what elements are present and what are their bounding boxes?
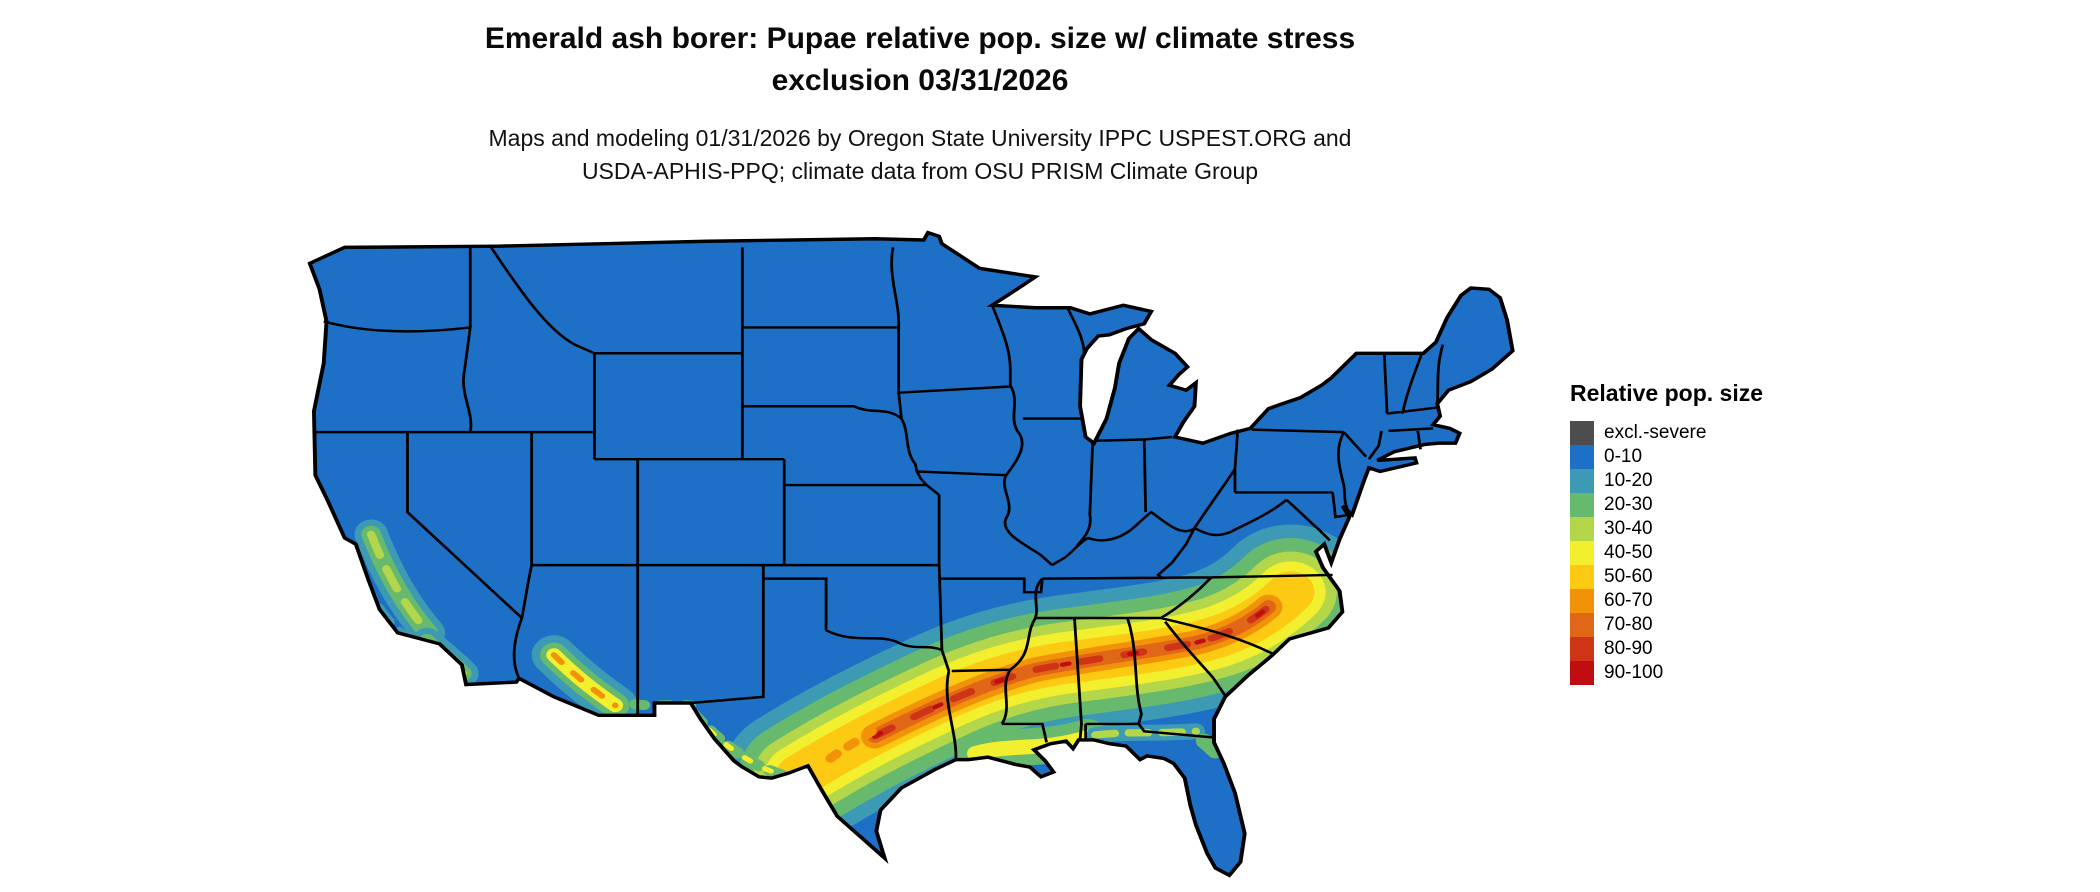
legend-swatch	[1570, 517, 1594, 541]
legend: Relative pop. size excl.-severe 0-10 10-…	[1570, 380, 1900, 685]
subtitle-line-2: USDA-APHIS-PPQ; climate data from OSU PR…	[581, 158, 1259, 184]
legend-swatch	[1570, 493, 1594, 517]
population-bands	[354, 519, 1368, 844]
legend-item-label: 0-10	[1604, 446, 1643, 467]
legend-item-label: 70-80	[1604, 614, 1653, 635]
band-80-90	[871, 603, 1273, 740]
legend-item: 90-100	[1570, 661, 1900, 685]
legend-item-label: 40-50	[1604, 542, 1653, 563]
legend-item-label: 80-90	[1604, 638, 1653, 659]
subtitle-line-1: Maps and modeling 01/31/2026 by Oregon S…	[488, 125, 1352, 151]
legend-item: 0-10	[1570, 445, 1900, 469]
band-ne-florida-green	[1195, 733, 1224, 759]
legend-swatch	[1570, 661, 1594, 685]
legend-item: 10-20	[1570, 469, 1900, 493]
legend-item-label: 10-20	[1604, 470, 1653, 491]
map-subtitle: Maps and modeling 01/31/2026 by Oregon S…	[0, 122, 1840, 188]
legend-item: 70-80	[1570, 613, 1900, 637]
legend-swatch	[1570, 469, 1594, 493]
legend-swatch	[1570, 613, 1594, 637]
legend-swatch	[1570, 589, 1594, 613]
title-line-2: exclusion 03/31/2026	[771, 64, 1069, 97]
band-fl-panhandle-green	[1091, 727, 1201, 739]
map-title: Emerald ash borer: Pupae relative pop. s…	[0, 18, 1840, 102]
band-texas-orange-specks	[825, 727, 878, 763]
legend-swatch	[1570, 637, 1594, 661]
legend-swatch	[1570, 565, 1594, 589]
legend-item: 50-60	[1570, 565, 1900, 589]
band-az-orange-specks	[550, 652, 619, 709]
legend-swatch	[1570, 445, 1594, 469]
legend-item-label: 30-40	[1604, 518, 1653, 539]
state-borders	[315, 246, 1445, 760]
legend-items: excl.-severe 0-10 10-20 20-30 30-40 40-5…	[1570, 421, 1900, 685]
legend-item: 80-90	[1570, 637, 1900, 661]
us-map	[300, 224, 1528, 884]
us-map-svg	[307, 230, 1515, 878]
legend-item-label: excl.-severe	[1604, 422, 1707, 443]
legend-item: excl.-severe	[1570, 421, 1900, 445]
band-ca-valley-ygreen	[366, 530, 433, 637]
legend-item: 40-50	[1570, 541, 1900, 565]
legend-swatch	[1570, 541, 1594, 565]
legend-item-label: 20-30	[1604, 494, 1653, 515]
band-gulf-coast-yellow	[967, 730, 1096, 761]
title-line-1: Emerald ash borer: Pupae relative pop. s…	[484, 22, 1356, 55]
legend-item-label: 90-100	[1604, 662, 1664, 683]
legend-item: 30-40	[1570, 517, 1900, 541]
legend-swatch	[1570, 421, 1594, 445]
legend-item-label: 50-60	[1604, 566, 1653, 587]
legend-title: Relative pop. size	[1570, 380, 1764, 406]
legend-item-label: 60-70	[1604, 590, 1653, 611]
legend-item: 60-70	[1570, 589, 1900, 613]
legend-item: 20-30	[1570, 493, 1900, 517]
